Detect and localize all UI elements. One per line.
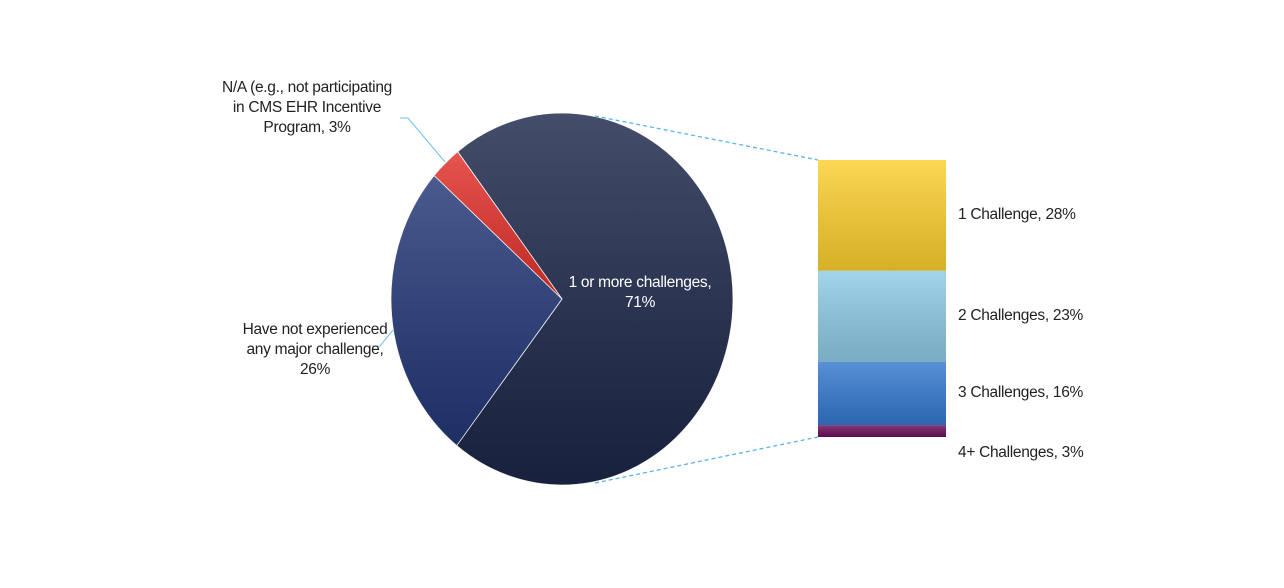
segment-label: 1 Challenge, 28% xyxy=(958,206,1076,224)
leader-line xyxy=(372,329,394,347)
segment-shade xyxy=(818,270,946,362)
slice-label: N/A (e.g., not participating in CMS EHR … xyxy=(222,79,392,136)
segment-label: 4+ Challenges, 3% xyxy=(958,444,1084,461)
slice-label: Have not experienced any major challenge… xyxy=(242,321,388,378)
segment-shade xyxy=(818,425,946,437)
breakdown-bar xyxy=(818,160,946,437)
connector-line xyxy=(594,436,819,484)
segment-label: 2 Challenges, 23% xyxy=(958,307,1084,325)
connector-line xyxy=(594,115,819,161)
slice-label: 1 or more challenges, 71% xyxy=(568,274,712,311)
leader-line xyxy=(400,117,446,163)
segment-shade xyxy=(818,361,946,426)
segment-shade xyxy=(818,160,946,271)
segment-label: 3 Challenges, 16% xyxy=(958,384,1084,402)
